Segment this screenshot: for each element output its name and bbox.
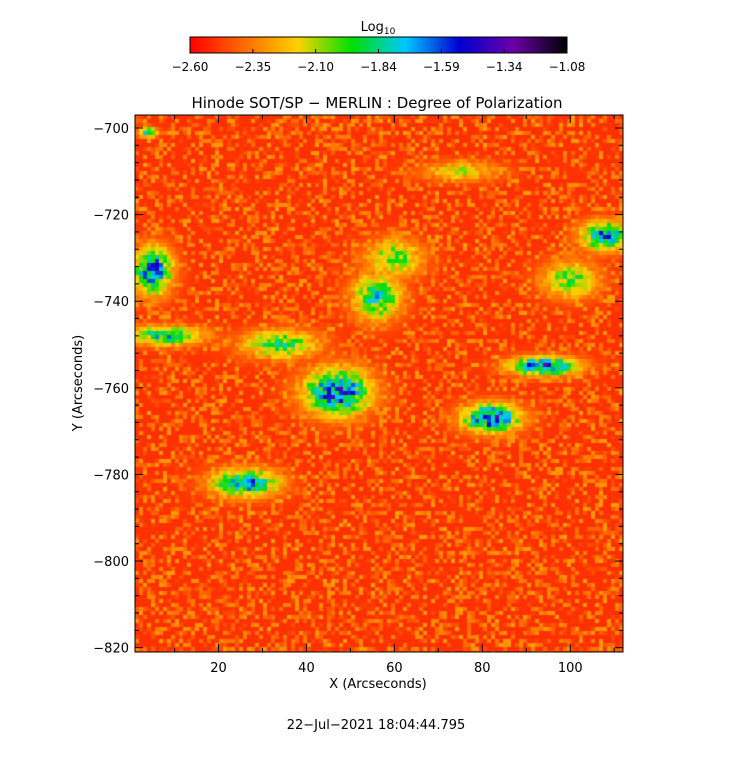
y-tick-label: −700 [93,122,129,137]
colorbar-tick-label: −1.08 [549,60,586,74]
x-tick-label: 60 [386,661,403,676]
x-tick-label: 80 [474,661,491,676]
x-tick-label: 100 [558,661,583,676]
colorbar-tick-label: −2.35 [234,60,271,74]
colorbar-tick-label: −2.60 [172,60,209,74]
colorbar-tick-label: −1.59 [423,60,460,74]
y-tick-label: −760 [93,382,129,397]
timestamp: 22−Jul−2021 18:04:44.795 [287,718,466,733]
y-tick-label: −800 [93,555,129,570]
colorbar-label: Log10 [361,20,396,37]
y-tick-label: −780 [93,468,129,483]
x-tick-label: 20 [210,661,227,676]
chart-title: Hinode SOT/SP − MERLIN : Degree of Polar… [191,94,562,112]
x-tick-label: 40 [298,661,315,676]
y-axis: −700 −720 −740 −760 −780 −800 −820 [93,122,623,657]
plot-area: 20 40 60 80 100 −700 −720 −740 −760 −780 −800 −820 [93,114,624,676]
colorbar-ticks: −2.60 −2.35 −2.10 −1.84 −1.59 −1.34 −1.08 [172,49,586,74]
y-axis-label: Y (Arcseconds) [71,335,86,432]
colorbar: Log10 −2.60 −2.35 −2.10 −1.84 −1.59 −1.34 −1.0… [172,20,586,74]
y-tick-label: −720 [93,209,129,224]
plot-frame [134,114,624,653]
colorbar-tick-label: −1.34 [486,60,523,74]
heatmap-image [135,115,623,652]
y-tick-label: −740 [93,295,129,310]
x-axis-label: X (Arcseconds) [329,677,426,692]
x-axis: 20 40 60 80 100 [174,115,615,676]
colorbar-tick-label: −2.10 [297,60,334,74]
colorbar-tick-label: −1.84 [360,60,397,74]
y-tick-label: −820 [93,642,129,657]
